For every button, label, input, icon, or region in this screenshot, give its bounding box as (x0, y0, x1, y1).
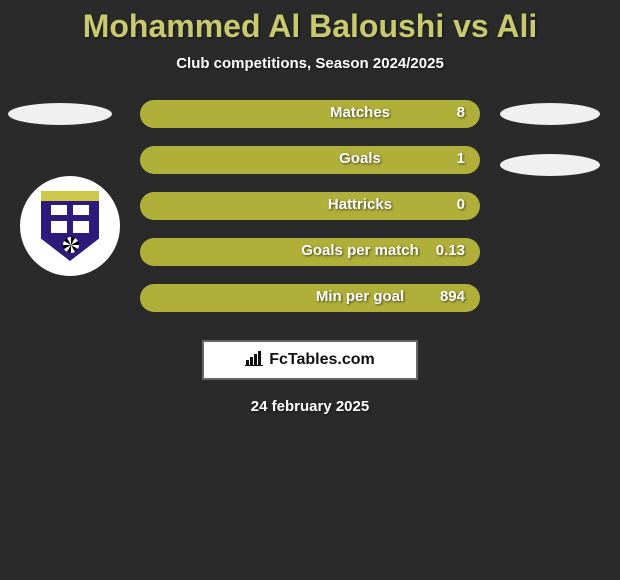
stat-value: 8 (457, 104, 465, 121)
chart-bars-icon (245, 350, 263, 371)
club-badge (20, 176, 120, 276)
stat-label: Matches (270, 104, 450, 121)
stat-label: Min per goal (270, 288, 450, 305)
page-title: Mohammed Al Baloushi vs Ali (0, 8, 620, 45)
player-slot-right (500, 154, 600, 176)
stat-label: Goals per match (270, 242, 450, 259)
stat-row: Min per goal894 (0, 284, 620, 330)
stat-value: 0.13 (436, 242, 465, 259)
stat-row: Matches 8 (0, 100, 620, 146)
brand-label: FcTables.com (269, 351, 375, 369)
comparison-card: Mohammed Al Baloushi vs Ali Club competi… (0, 0, 620, 415)
stat-label: Goals (270, 150, 450, 167)
stat-value: 1 (457, 150, 465, 167)
club-shield-icon (41, 191, 99, 261)
stat-label: Hattricks (270, 196, 450, 213)
date-line: 24 february 2025 (0, 398, 620, 415)
stat-value: 894 (440, 288, 465, 305)
subtitle: Club competitions, Season 2024/2025 (0, 55, 620, 72)
stat-value: 0 (457, 196, 465, 213)
brand-box[interactable]: FcTables.com (202, 340, 418, 380)
player-slot-left (8, 103, 112, 125)
player-slot-right (500, 103, 600, 125)
